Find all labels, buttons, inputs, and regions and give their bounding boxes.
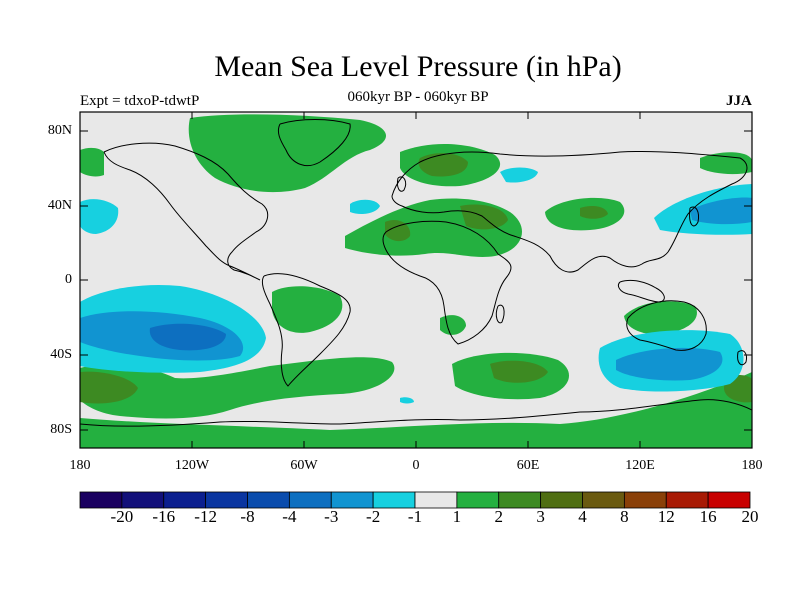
colorbar-box bbox=[414, 491, 458, 509]
lon-label-120w: 120W bbox=[174, 458, 210, 473]
north-pacific-core bbox=[690, 197, 752, 225]
coastlines bbox=[80, 119, 752, 427]
strong-positive-anomaly-regions bbox=[80, 153, 752, 404]
lon-label-180e: 180 bbox=[741, 458, 763, 473]
lat-label-0: 0 bbox=[65, 272, 72, 287]
lon-label-180w: 180 bbox=[69, 458, 91, 473]
colorbar-tick-label: 1 bbox=[452, 507, 462, 526]
strongest-negative-anomaly-regions bbox=[149, 323, 226, 351]
south-pacific-west-core bbox=[80, 371, 138, 404]
colorbar-tick-label: -8 bbox=[240, 507, 255, 526]
australia-region bbox=[624, 301, 697, 335]
colorbar-box bbox=[582, 491, 625, 509]
antarctica-coast bbox=[80, 399, 752, 427]
colorbar-box bbox=[330, 491, 374, 509]
colorbar-box bbox=[498, 491, 542, 509]
lon-label-0: 0 bbox=[412, 458, 420, 473]
map-title: Mean Sea Level Pressure (in hPa) bbox=[214, 50, 622, 83]
indian-ocean-core bbox=[490, 360, 548, 383]
australia-coast bbox=[626, 300, 707, 351]
experiment-label: Expt = tdxoP-tdwtP bbox=[80, 93, 200, 109]
africa-coast bbox=[382, 220, 512, 345]
colorbar-box bbox=[540, 491, 583, 509]
colorbar-box bbox=[665, 491, 709, 509]
colorbar-box bbox=[456, 491, 500, 509]
colorbar-tick-label: -1 bbox=[407, 507, 423, 526]
uk-coast bbox=[397, 176, 407, 192]
greenland-coast bbox=[277, 119, 351, 166]
central-asia-core bbox=[580, 206, 608, 219]
lat-label-40s: 40S bbox=[50, 347, 72, 362]
southeast-asia-islands bbox=[617, 279, 665, 303]
colorbar-tick-label: 8 bbox=[620, 507, 629, 526]
colorbar-tick-label: 20 bbox=[741, 507, 759, 526]
colorbar-box bbox=[288, 491, 332, 509]
south-indian-core bbox=[616, 347, 723, 381]
colorbar-tick-label: -16 bbox=[152, 507, 176, 526]
antarctic-band bbox=[80, 372, 752, 448]
northeast-asia-strip bbox=[700, 152, 752, 175]
lat-label-80n: 80N bbox=[47, 123, 72, 138]
lon-label-120e: 120E bbox=[625, 458, 655, 473]
colorbar-tick-label: 12 bbox=[657, 507, 675, 526]
south-america-coast bbox=[261, 273, 351, 387]
colorbar-box bbox=[372, 491, 416, 509]
colorbar-box bbox=[247, 491, 290, 509]
north-america-coast bbox=[103, 142, 269, 281]
colorbar-tick-label: -3 bbox=[324, 507, 339, 526]
new-zealand-coast bbox=[737, 350, 747, 366]
colorbar-tick-label: 2 bbox=[494, 507, 504, 526]
colorbar-box bbox=[707, 491, 751, 509]
colorbar-tick-label: -2 bbox=[366, 507, 381, 526]
season-label: JJA bbox=[726, 93, 752, 109]
arctic-ocean-low bbox=[500, 167, 538, 183]
colorbar-box bbox=[623, 491, 667, 509]
colorbar-tick-label: 4 bbox=[578, 507, 587, 526]
colorbar-box bbox=[163, 491, 207, 509]
west-atlantic-low bbox=[80, 199, 119, 234]
colorbar-tick-label: 3 bbox=[536, 507, 545, 526]
mediterranean-core bbox=[385, 219, 411, 242]
colorbar bbox=[79, 491, 751, 509]
madagascar-coast bbox=[495, 304, 505, 324]
colorbar-box bbox=[205, 491, 248, 509]
colorbar-box bbox=[121, 491, 165, 509]
colorbar-tick-label: -4 bbox=[282, 507, 297, 526]
colorbar-tick-label: -20 bbox=[110, 507, 134, 526]
japan-coast bbox=[689, 206, 699, 227]
lat-label-80s: 80S bbox=[50, 422, 72, 437]
eurasia-coast bbox=[391, 150, 748, 273]
map-subtitle: 060kyr BP - 060kyr BP bbox=[347, 89, 489, 105]
south-pacific-core-3 bbox=[149, 323, 226, 351]
lat-label-40n: 40N bbox=[47, 198, 72, 213]
colorbar-tick-label: -12 bbox=[194, 507, 217, 526]
lon-label-60e: 60E bbox=[516, 458, 540, 473]
south-atlantic-tiny-low bbox=[400, 397, 414, 404]
north-atlantic-strip bbox=[80, 147, 104, 177]
south-america-region bbox=[272, 286, 343, 333]
scandinavia-core bbox=[418, 153, 468, 177]
map-area bbox=[80, 112, 752, 448]
middle-east-core bbox=[460, 204, 508, 230]
axis-ticks bbox=[80, 112, 752, 448]
atlantic-small-low bbox=[350, 199, 380, 214]
lon-label-60w: 60W bbox=[290, 458, 318, 473]
colorbar-box bbox=[79, 491, 123, 509]
colorbar-tick-label: 16 bbox=[699, 507, 717, 526]
